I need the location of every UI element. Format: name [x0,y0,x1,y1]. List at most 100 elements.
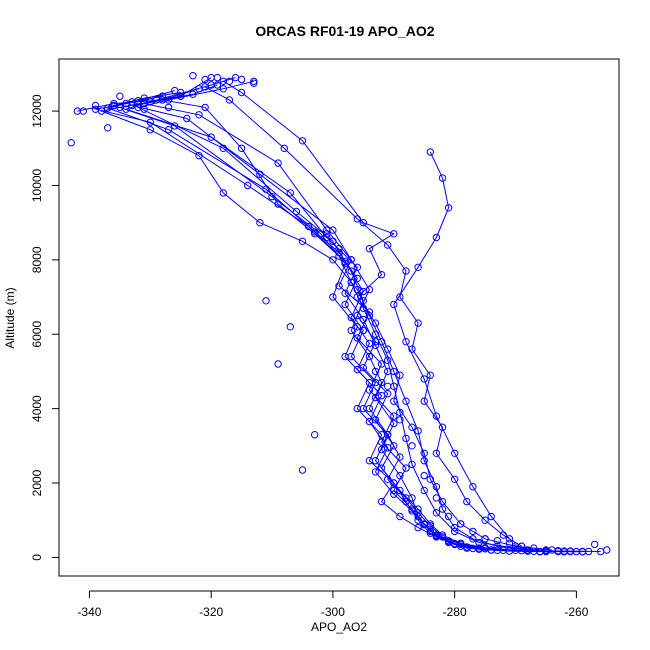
data-point [591,540,599,549]
series-5 [110,88,587,556]
data-point [432,449,441,457]
x-tick-label: -320 [199,605,223,619]
data-point [469,544,477,553]
data-point [213,73,222,82]
data-point [274,159,282,167]
data-point [335,245,343,253]
data-point [256,219,264,227]
data-point [530,544,538,552]
data-point [390,419,398,428]
data-point [451,527,459,536]
y-tick-label: 12000 [30,94,44,128]
data-point [323,230,331,238]
data-point [365,339,374,348]
data-point [329,293,337,301]
data-point [177,92,185,100]
data-point [371,319,380,327]
data-point [237,75,246,84]
data-point [481,544,489,552]
series-line [393,151,510,540]
data-point [377,497,386,506]
data-point [438,423,447,431]
data-point [189,90,197,99]
data-point [250,77,258,86]
data-point [530,547,538,555]
chart-title: ORCAS RF01-19 APO_AO2 [255,23,434,39]
data-point [396,486,404,495]
data-point [158,92,167,100]
data-point [341,289,349,297]
data-point [396,512,404,521]
data-point [402,267,410,275]
extra-points [67,72,611,556]
data-point [359,219,367,227]
data-point [91,105,100,113]
data-point [414,516,422,524]
series-line [144,84,547,552]
y-axis-label: Altitude (m) [3,287,17,348]
data-point [481,535,489,543]
data-point [347,326,355,335]
y-tick-label: 2000 [30,469,44,496]
data-point [493,546,501,554]
data-point [164,103,173,112]
data-point [213,81,222,89]
data-point [79,107,88,115]
data-point [414,427,422,435]
data-point [347,313,355,322]
data-point [408,442,416,450]
data-point [371,468,380,476]
series-line [95,95,571,552]
data-point [402,464,410,472]
data-point [420,457,428,465]
series-9 [104,86,581,556]
data-point [201,75,209,84]
data-point [420,521,428,529]
data-point [164,126,173,134]
data-point [396,416,404,424]
y-tick-label: 6000 [30,321,44,348]
data-point [329,256,337,264]
data-point [384,345,392,353]
series-7 [91,92,574,556]
data-point [304,222,313,231]
data-point [335,282,343,290]
data-point [341,300,349,309]
data-point [402,434,410,443]
data-point [365,308,374,316]
data-point [298,466,307,474]
data-point [365,417,374,426]
data-point [262,185,270,193]
data-point [463,497,471,506]
data-layer [67,72,611,556]
data-point [219,189,228,197]
data-point [396,293,404,301]
data-point [377,391,386,400]
data-point [171,122,179,130]
data-point [481,516,489,524]
series-4 [122,73,544,556]
data-point [384,241,392,249]
y-tick-label: 10000 [30,168,44,202]
data-point [566,547,574,555]
series-line [223,80,553,551]
data-point [542,546,550,554]
data-point [201,103,209,112]
data-point [396,371,404,379]
y-tick-label: 4000 [30,395,44,422]
data-point [396,453,404,461]
series-10 [201,83,526,550]
data-point [384,444,392,452]
data-point [554,547,562,555]
data-point [286,189,294,197]
data-point [359,297,367,305]
data-point [353,215,361,223]
data-point [128,98,136,106]
x-tick-label: -280 [443,605,467,619]
data-point [438,497,447,506]
data-point [207,133,215,141]
data-point [274,360,282,368]
data-point [359,326,367,335]
data-point [219,144,228,153]
